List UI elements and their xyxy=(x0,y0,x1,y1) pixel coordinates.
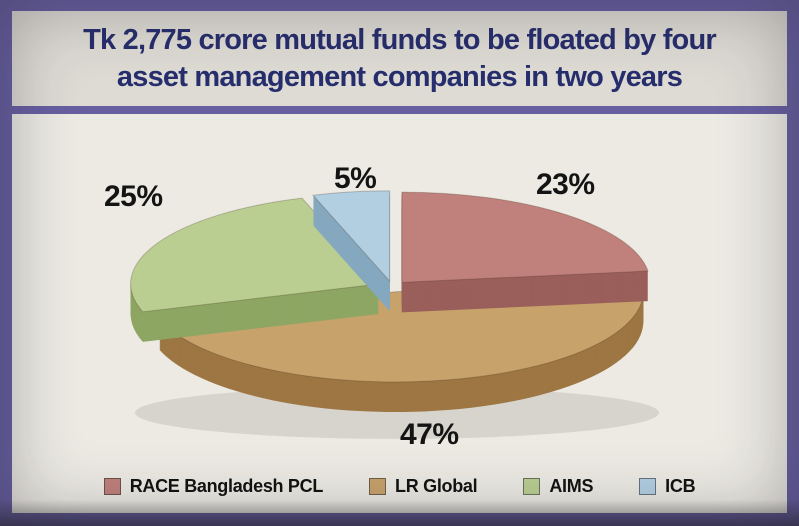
percent-label-lr-global: 47% xyxy=(400,418,459,451)
chart-title: Tk 2,775 crore mutual funds to be floate… xyxy=(12,11,787,106)
title-line-2: asset management companies in two years xyxy=(116,60,683,93)
legend-swatch xyxy=(103,477,121,495)
legend-item: RACE Bangladesh PCL xyxy=(103,475,324,497)
legend-label: LR Global xyxy=(395,475,478,496)
title-line-1: Tk 2,775 crore mutual funds to be floate… xyxy=(83,24,717,57)
pie-chart xyxy=(130,190,659,439)
percent-label-aims: 25% xyxy=(104,180,163,213)
legend-label: ICB xyxy=(665,475,696,496)
legend-label: AIMS xyxy=(549,475,594,496)
legend: RACE Bangladesh PCL LR Global AIMS ICB xyxy=(12,473,787,499)
percent-label-icb: 5% xyxy=(334,162,377,195)
legend-swatch xyxy=(369,477,387,495)
legend-swatch xyxy=(639,477,657,495)
legend-label: RACE Bangladesh PCL xyxy=(129,475,324,496)
legend-item: LR Global xyxy=(369,475,478,497)
legend-item: ICB xyxy=(639,475,696,497)
legend-swatch xyxy=(523,477,541,495)
percent-label-race: 23% xyxy=(536,168,595,201)
chart-panel: 23% 47% 25% 5% RACE Bangladesh PCL LR Glo… xyxy=(12,114,787,513)
legend-item: AIMS xyxy=(523,476,593,497)
